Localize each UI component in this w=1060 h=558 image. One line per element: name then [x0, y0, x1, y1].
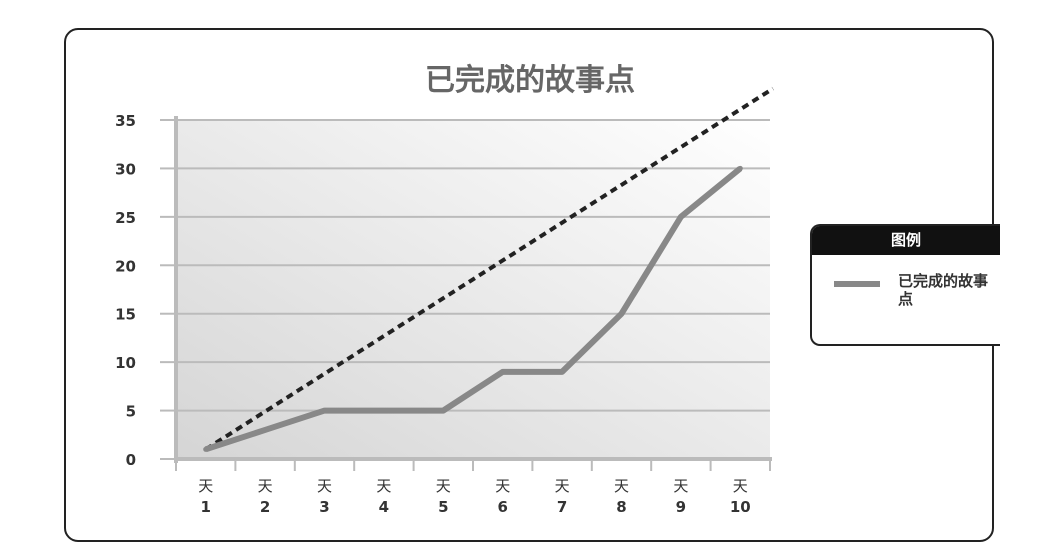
data-point — [322, 408, 327, 414]
x-tick-label: 8 — [616, 498, 626, 516]
x-tick-label: 6 — [497, 498, 507, 516]
x-tick-label-top: 天 — [614, 477, 629, 495]
x-tick-label: 4 — [379, 498, 389, 516]
x-tick-label-top: 天 — [376, 477, 391, 495]
x-tick-label-top: 天 — [317, 477, 332, 495]
y-tick-label: 25 — [115, 209, 136, 227]
legend: 图例 已完成的故事点 — [810, 224, 1000, 346]
x-tick-label-top: 天 — [258, 477, 273, 495]
data-point — [500, 369, 506, 375]
y-tick-label: 30 — [115, 160, 136, 178]
y-tick-label: 35 — [115, 112, 136, 130]
chart-title: 已完成的故事点 — [425, 63, 635, 98]
data-point — [440, 408, 446, 414]
data-point — [619, 311, 624, 317]
y-tick-label: 0 — [126, 451, 136, 469]
data-point — [559, 369, 565, 375]
x-tick-label: 10 — [730, 498, 751, 516]
legend-swatch — [834, 281, 880, 287]
x-tick-label-top: 天 — [495, 477, 510, 495]
x-tick-label: 2 — [260, 498, 270, 516]
x-tick-label: 3 — [319, 498, 329, 516]
data-point — [678, 214, 684, 220]
y-tick-label: 10 — [115, 354, 136, 372]
legend-label: 已完成的故事点 — [898, 272, 989, 308]
x-tick-label: 7 — [557, 498, 567, 516]
plot-background — [176, 120, 770, 459]
x-tick-label: 5 — [438, 498, 448, 516]
y-tick-label: 20 — [115, 257, 136, 275]
y-tick-label: 15 — [115, 306, 136, 324]
series-line — [204, 166, 743, 453]
x-tick-label: 1 — [200, 498, 210, 516]
legend-title: 图例 — [812, 226, 1000, 255]
y-tick-label: 5 — [126, 403, 136, 421]
data-point — [737, 165, 743, 171]
x-tick-label: 9 — [676, 498, 686, 516]
x-tick-label-top: 天 — [555, 477, 570, 495]
ideal-line — [204, 86, 775, 452]
x-tick-label-top: 天 — [733, 477, 748, 495]
x-tick-label-top: 天 — [198, 477, 213, 495]
data-point — [262, 427, 268, 433]
x-tick-label-top: 天 — [673, 477, 688, 495]
data-point — [203, 446, 209, 452]
x-tick-label-top: 天 — [436, 477, 451, 495]
data-point — [381, 408, 387, 414]
